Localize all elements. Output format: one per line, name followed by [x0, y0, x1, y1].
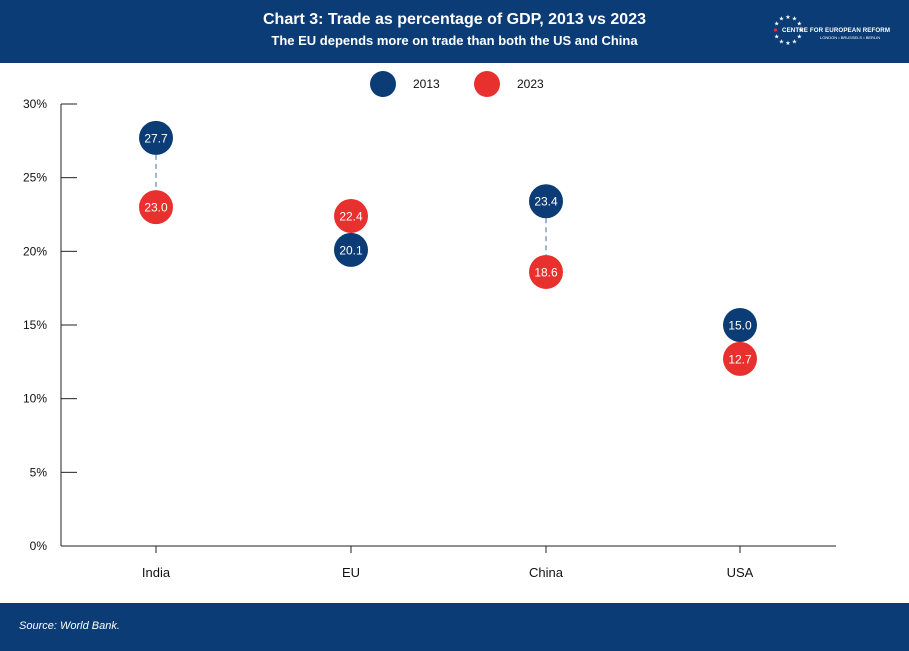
logo-star: ★: [779, 16, 784, 23]
data-label: 15.0: [728, 319, 752, 333]
logo-star: ★: [785, 40, 790, 47]
logo-star: ★: [798, 27, 803, 34]
legend-label: 2013: [413, 77, 440, 91]
data-label: 23.4: [534, 195, 558, 209]
y-tick-label: 25%: [23, 171, 47, 185]
chart-subtitle: The EU depends more on trade than both t…: [271, 33, 638, 48]
data-point: [334, 198, 368, 233]
y-tick-label: 15%: [23, 318, 47, 332]
legend-swatch: [474, 71, 500, 97]
legend-label: 2023: [517, 77, 544, 91]
y-tick-label: 10%: [23, 392, 47, 406]
data-label: 22.4: [339, 209, 363, 223]
x-tick-label: China: [529, 565, 564, 580]
data-label: 23.0: [144, 201, 168, 215]
logo-star: ★: [792, 16, 797, 23]
y-tick-label: 0%: [30, 539, 48, 553]
cer-logo: ★ ★ ★ ★ ★ ★ ★ ★ ★ ★ ★ CENTRE FOR EUROPEAN REFORM L…: [770, 12, 900, 52]
data-point: [723, 341, 757, 376]
logo-star: ★: [797, 34, 802, 41]
chart-title: Chart 3: Trade as percentage of GDP, 201…: [262, 11, 646, 28]
data-point: [529, 254, 563, 289]
logo-star: ★: [774, 34, 779, 41]
data-label: 12.7: [728, 352, 752, 366]
y-tick-label: 20%: [23, 244, 47, 258]
chart-footer: Source: World Bank.: [0, 603, 909, 651]
x-tick-label: EU: [342, 565, 360, 580]
data-point: [723, 308, 757, 342]
logo-star: ★: [774, 21, 779, 28]
legend-swatch: [370, 71, 396, 97]
logo-star: ★: [797, 21, 802, 28]
logo-star: ★: [785, 14, 790, 21]
data-point: [529, 184, 563, 219]
data-point: [334, 232, 368, 267]
logo-star: ★: [792, 38, 797, 45]
data-point: [139, 120, 173, 155]
logo-name: CENTRE FOR EUROPEAN REFORM: [782, 27, 891, 34]
x-tick-label: India: [142, 565, 171, 580]
data-label: 27.7: [144, 131, 168, 145]
x-tick-label: USA: [727, 565, 754, 580]
y-tick-label: 5%: [30, 465, 48, 479]
data-point: [139, 190, 173, 225]
eu-stars-icon: ★★★★★★★★ ★ ★★: [773, 14, 804, 47]
chart-header: Chart 3: Trade as percentage of GDP, 201…: [0, 0, 909, 63]
logo-star: ★: [779, 38, 784, 45]
dot-plot: 0% 5% 10% 15% 20% 25% 30% India EU China USA 27.7 20…: [23, 71, 836, 580]
logo-cities: LONDON • BRUSSELS • BERLIN: [820, 35, 881, 40]
y-tick-label: 30%: [23, 97, 47, 111]
source-note: Source: World Bank.: [19, 620, 120, 632]
data-label: 18.6: [534, 265, 558, 279]
data-label: 20.1: [339, 243, 363, 257]
